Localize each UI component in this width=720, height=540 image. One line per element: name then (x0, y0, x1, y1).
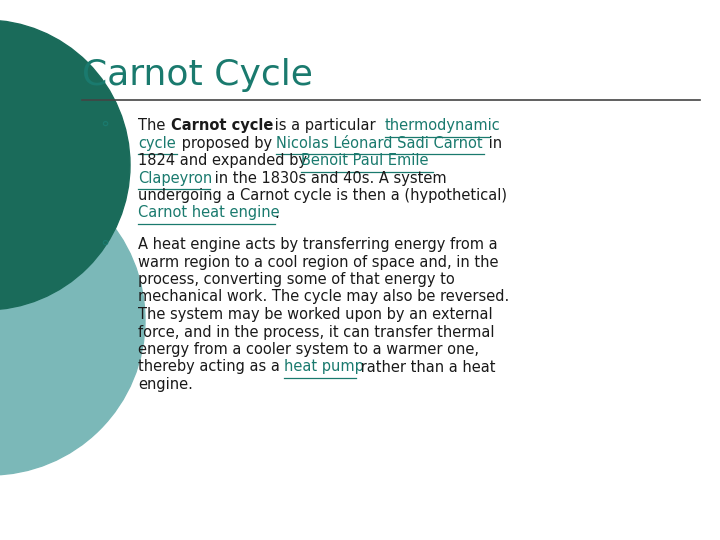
Text: Carnot heat engine: Carnot heat engine (138, 206, 279, 220)
Text: Nicolas Léonard Sadi Carnot: Nicolas Léonard Sadi Carnot (276, 136, 482, 151)
Text: The: The (138, 118, 170, 133)
Text: in: in (484, 136, 502, 151)
Text: A heat engine acts by transferring energy from a: A heat engine acts by transferring energ… (138, 237, 498, 252)
Text: process, converting some of that energy to: process, converting some of that energy … (138, 272, 455, 287)
Text: in the 1830s and 40s. A system: in the 1830s and 40s. A system (210, 171, 447, 186)
Text: engine.: engine. (138, 377, 193, 392)
Text: Carnot cycle: Carnot cycle (171, 118, 274, 133)
Text: Benoit Paul Emile: Benoit Paul Emile (301, 153, 428, 168)
Text: °: ° (100, 120, 109, 138)
Text: heat pump: heat pump (284, 360, 364, 375)
Text: thermodynamic: thermodynamic (384, 118, 500, 133)
Text: .: . (275, 206, 279, 220)
Text: proposed by: proposed by (177, 136, 277, 151)
Text: mechanical work. The cycle may also be reversed.: mechanical work. The cycle may also be r… (138, 289, 509, 305)
Text: energy from a cooler system to a warmer one,: energy from a cooler system to a warmer … (138, 342, 479, 357)
Text: rather than a heat: rather than a heat (356, 360, 495, 375)
Text: cycle: cycle (138, 136, 176, 151)
Text: force, and in the process, it can transfer thermal: force, and in the process, it can transf… (138, 325, 495, 340)
Ellipse shape (0, 165, 145, 475)
Text: thereby acting as a: thereby acting as a (138, 360, 284, 375)
Text: The system may be worked upon by an external: The system may be worked upon by an exte… (138, 307, 492, 322)
Text: 1824 and expanded by: 1824 and expanded by (138, 153, 312, 168)
Text: is a particular: is a particular (270, 118, 380, 133)
Text: Clapeyron: Clapeyron (138, 171, 212, 186)
Ellipse shape (0, 20, 130, 310)
Text: warm region to a cool region of space and, in the: warm region to a cool region of space an… (138, 254, 498, 269)
Text: undergoing a Carnot cycle is then a (hypothetical): undergoing a Carnot cycle is then a (hyp… (138, 188, 507, 203)
Text: Carnot Cycle: Carnot Cycle (82, 58, 313, 92)
Text: °: ° (100, 239, 109, 257)
